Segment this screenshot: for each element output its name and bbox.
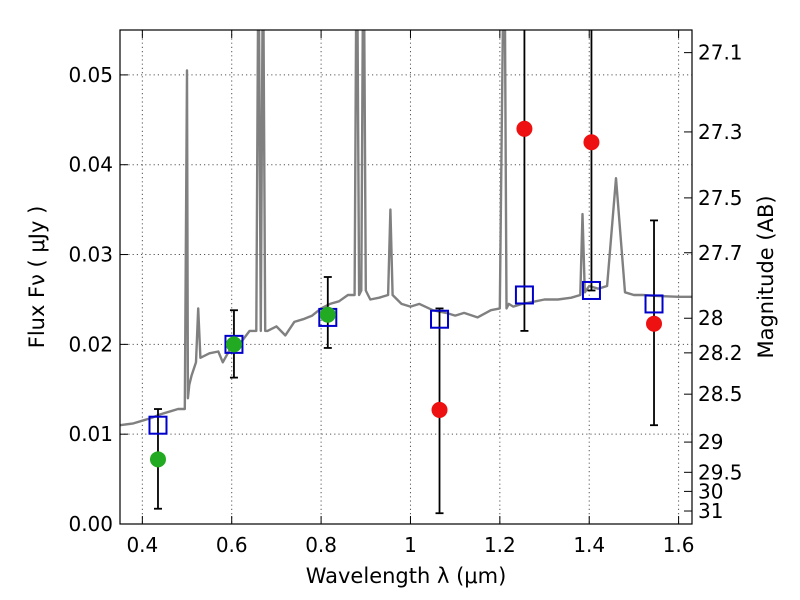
magnitude-tick-label: 27.7 xyxy=(698,241,743,265)
model-photometry-square xyxy=(514,285,534,305)
magnitude-tick-label: 29 xyxy=(698,430,723,454)
magnitude-tick-label: 31 xyxy=(698,499,723,523)
magnitude-tick-label: 28.2 xyxy=(698,341,743,365)
model-spectrum-line xyxy=(120,30,692,427)
detection-point xyxy=(149,451,166,468)
x-tick-label: 0.6 xyxy=(216,533,248,557)
non-detection-point xyxy=(646,315,663,332)
x-tick-label: 1.6 xyxy=(663,533,695,557)
y-tick-label: 0.02 xyxy=(68,332,113,356)
model-photometry-square xyxy=(224,334,244,354)
y-tick-label: 0.03 xyxy=(68,243,113,267)
x-tick-label: 1.2 xyxy=(484,533,516,557)
plot-area xyxy=(120,30,692,515)
magnitude-tick-label: 28.5 xyxy=(698,382,743,406)
model-photometry-square xyxy=(148,415,168,435)
x-tick-label: 0.4 xyxy=(126,533,158,557)
magnitude-tick-label: 27.5 xyxy=(698,186,743,210)
non-detection-point xyxy=(431,401,448,418)
x-axis-title: Wavelength λ (μm) xyxy=(306,564,507,588)
model-photometry-square xyxy=(581,280,601,300)
non-detection-point xyxy=(583,134,600,151)
x-tick-label: 1 xyxy=(404,533,417,557)
x-tick-label: 1.4 xyxy=(573,533,605,557)
magnitude-tick-label: 30 xyxy=(698,479,723,503)
model-photometry-square xyxy=(430,309,450,329)
detection-point xyxy=(319,306,336,323)
y-tick-label: 0.04 xyxy=(68,153,113,177)
magnitude-tick-label: 27.3 xyxy=(698,120,743,144)
magnitude-tick-label: 28 xyxy=(698,306,723,330)
plot-frame xyxy=(119,29,693,525)
magnitude-tick-label: 29.5 xyxy=(698,460,743,484)
axis-ticks: 0.4 0.6 0.8 1 1.2 1.4 1.6 0.00 0.01 0.02 0.03 0.04 0… xyxy=(68,30,743,557)
y-tick-label: 0.00 xyxy=(68,512,113,536)
y-tick-label: 0.01 xyxy=(68,422,113,446)
y-tick-label: 0.05 xyxy=(68,63,113,87)
non-detection-point xyxy=(516,120,533,137)
magnitude-tick-label: 27.1 xyxy=(698,41,743,65)
detection-point xyxy=(225,336,242,353)
y-axis-title-right: Magnitude (AB) xyxy=(754,195,778,358)
x-tick-label: 0.8 xyxy=(305,533,337,557)
model-photometry-square xyxy=(644,294,664,314)
y-axis-title-left: Flux Fν ( μJy ) xyxy=(25,206,49,349)
